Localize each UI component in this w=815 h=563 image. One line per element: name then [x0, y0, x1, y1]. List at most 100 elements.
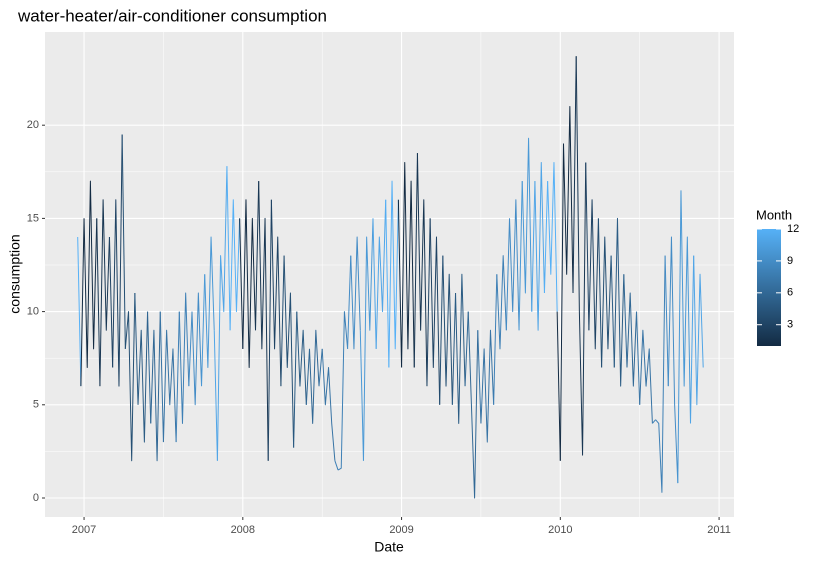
line — [229, 199, 241, 331]
line-connector — [477, 330, 482, 424]
marks — [77, 56, 704, 499]
line-connector — [80, 218, 85, 387]
line-connector — [159, 311, 164, 443]
y-tick-label: 15 — [27, 212, 39, 224]
line — [467, 311, 479, 499]
line-connector — [96, 218, 101, 387]
legend-label: 6 — [787, 287, 793, 299]
x-tick-label: 2007 — [72, 524, 96, 536]
line — [283, 255, 295, 448]
line-connector — [439, 255, 444, 405]
line-connector — [347, 255, 352, 349]
line — [242, 199, 257, 369]
line-connector — [677, 190, 682, 484]
line-connector — [413, 153, 418, 368]
line — [547, 161, 558, 312]
line-connector — [134, 292, 139, 405]
line-connector — [652, 419, 656, 424]
line — [216, 166, 228, 461]
line-connector — [121, 134, 126, 349]
line-connector — [175, 311, 180, 443]
line — [350, 236, 361, 350]
line — [204, 236, 215, 369]
line-connector — [543, 181, 549, 293]
line-connector — [239, 218, 244, 349]
legend-label: 3 — [787, 319, 793, 331]
line — [429, 218, 441, 405]
line — [416, 153, 428, 387]
line-connector — [585, 162, 590, 331]
y-tick-label: 10 — [27, 305, 39, 317]
line — [680, 190, 691, 424]
line-connector — [293, 311, 298, 448]
line-connector — [188, 311, 193, 387]
line — [667, 236, 679, 484]
line — [83, 180, 98, 369]
line — [258, 181, 269, 461]
line-connector — [664, 255, 669, 387]
line-connector — [372, 218, 377, 349]
line-connector — [451, 292, 457, 405]
line — [521, 137, 533, 312]
x-tick-label: 2011 — [707, 524, 731, 536]
line — [270, 199, 282, 387]
line — [693, 255, 704, 406]
line-connector — [690, 255, 695, 424]
line — [442, 255, 453, 405]
line-connector — [318, 348, 323, 387]
line — [534, 161, 545, 331]
line — [496, 255, 507, 350]
line — [613, 217, 625, 387]
line — [509, 199, 520, 331]
line — [112, 134, 123, 387]
line — [77, 237, 82, 387]
y-tick-label: 20 — [27, 119, 39, 131]
x-tick-label: 2009 — [389, 524, 413, 536]
line-connector — [518, 181, 523, 331]
line-connector — [531, 181, 536, 312]
line-connector — [597, 218, 603, 368]
line-connector — [636, 311, 641, 405]
line — [639, 329, 653, 424]
line-connector — [610, 255, 615, 368]
line — [99, 199, 110, 387]
line — [480, 329, 495, 443]
line-connector — [426, 218, 431, 387]
line — [191, 292, 203, 406]
line — [626, 292, 638, 387]
colorbar — [757, 229, 781, 346]
line — [655, 255, 666, 493]
line — [321, 348, 336, 461]
line — [137, 311, 149, 443]
line-connector — [397, 199, 403, 368]
line-connector — [464, 311, 469, 387]
line — [388, 180, 399, 368]
legend-label: 12 — [787, 223, 799, 235]
line — [296, 311, 307, 405]
line — [601, 236, 612, 368]
line — [559, 106, 574, 461]
line-connector — [556, 311, 561, 461]
line — [401, 161, 415, 368]
line-connector — [493, 274, 498, 405]
line-connector — [572, 56, 577, 293]
line — [150, 311, 161, 462]
y-tick-label: 5 — [33, 399, 39, 411]
line-connector — [267, 199, 272, 461]
x-tick-label: 2010 — [548, 524, 572, 536]
line-connector — [147, 311, 152, 424]
y-axis-label: consumption — [7, 234, 23, 313]
y-tick-label: 0 — [33, 492, 39, 504]
line-connector — [359, 330, 364, 461]
line — [308, 329, 320, 424]
line — [575, 56, 587, 456]
line-connector — [201, 274, 206, 387]
legend-title: Month — [756, 207, 792, 222]
legend-label: 9 — [787, 255, 793, 267]
line — [178, 292, 190, 424]
line-connector — [385, 199, 390, 368]
line — [362, 218, 374, 461]
panel — [45, 32, 734, 517]
